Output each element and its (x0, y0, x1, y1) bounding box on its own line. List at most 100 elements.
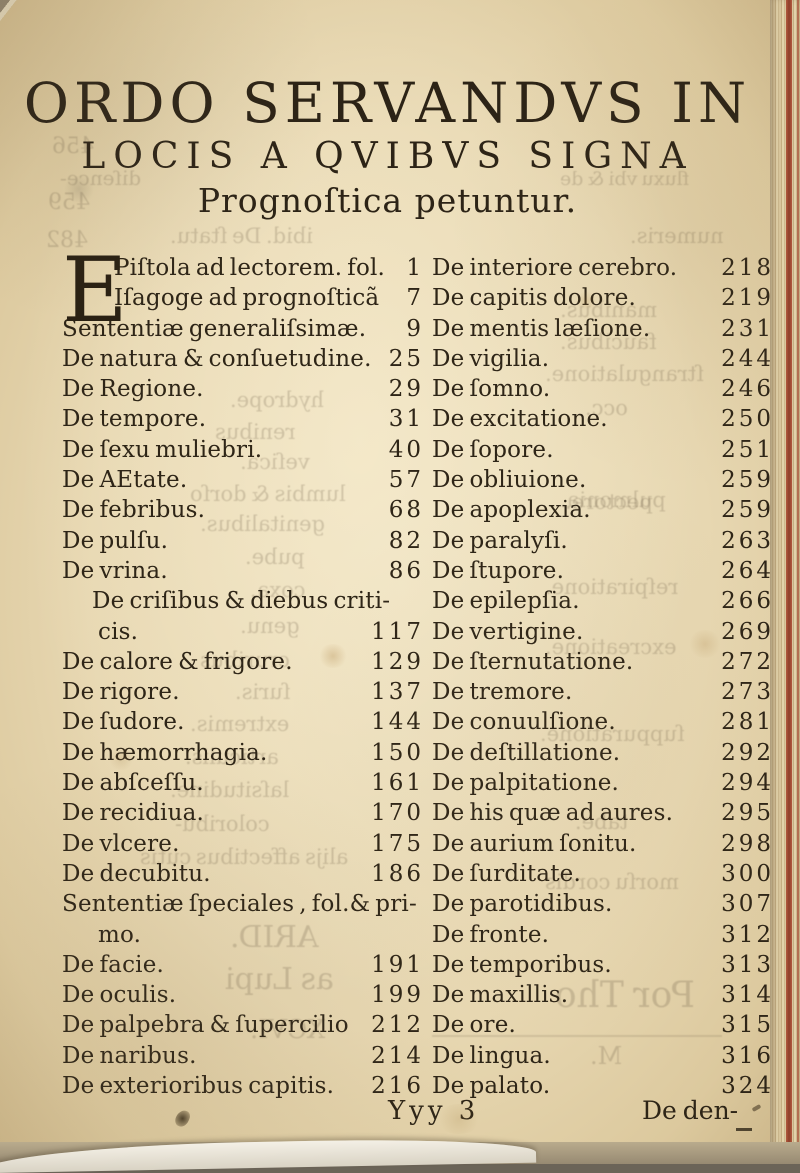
toc-entry: De ſurditate. 300 (432, 861, 774, 891)
entry-label: De ſopore. (432, 436, 554, 463)
entry-label: De ſurditate. (432, 860, 581, 887)
entry-label: De ſexu muliebri. (62, 436, 263, 463)
entry-label: De calore & frigore. (62, 648, 293, 675)
entry-page-number: 315 (721, 1012, 774, 1039)
entry-label: De oculis. (62, 982, 177, 1009)
toc-entry: De vigilia. 244 (432, 346, 774, 376)
toc-entry: De decubitu. 186 (62, 861, 424, 891)
entry-page-number: 31 (388, 406, 424, 433)
toc-entry: De facie. 191 (62, 952, 424, 982)
toc-entry: De abſceſſu. 161 (62, 770, 424, 800)
entry-page-number: 40 (388, 436, 424, 463)
toc-entry: De paralyſi. 263 (432, 528, 774, 558)
toc-entry: De aurium ſonitu. 298 (432, 831, 774, 861)
entry-page-number: 307 (721, 891, 774, 918)
toc-entry: De vrina. 86 (62, 558, 424, 588)
page-heading: ORDO SERVANDVS IN LOCIS A QVIBVS SIGNA P… (0, 74, 775, 222)
toc-entry: De palato. 324 (432, 1073, 774, 1103)
entry-label: De recidiua. (62, 800, 205, 827)
entry-label: De natura & conſuetudine. (62, 345, 372, 372)
entry-label: Iſagoge ad prognoſticã (114, 285, 380, 312)
toc-entry: De interiore cerebro. 218 (432, 255, 774, 285)
toc-entry: De deſtillatione. 292 (432, 740, 774, 770)
entry-page-number: 218 (721, 255, 774, 281)
entry-page-number: 161 (371, 770, 424, 797)
entry-label: De maxillis. (432, 982, 569, 1009)
entry-label: De parotidibus. (432, 891, 613, 918)
entry-label: De vlcere. (62, 830, 180, 857)
entry-label: De AEtate. (62, 467, 188, 494)
entry-page-number: 295 (721, 800, 774, 827)
entry-label: De palpebra & ſupercilio (62, 1012, 349, 1039)
toc-entry: De calore & frigore. 129 (62, 649, 424, 679)
toc-entry: De capitis dolore. 219 (432, 285, 774, 315)
toc-entry: De conuulſione. 281 (432, 709, 774, 739)
toc-entry: Iſagoge ad prognoſticã 7 (62, 285, 424, 315)
entry-label: De ſternutatione. (432, 648, 634, 675)
entry-page-number: 263 (721, 527, 774, 554)
toc-entry: De recidiua. 170 (62, 800, 424, 830)
toc-entry: De exterioribus capitis. 216 (62, 1073, 424, 1103)
title-line-3: Prognoſtica petuntur. (197, 181, 578, 220)
entry-page-number: 292 (721, 739, 774, 766)
table-of-contents: E Piſtola ad lectorem. fol. 1 Iſagoge ad p… (62, 246, 774, 1103)
ink-fleck (751, 1104, 762, 1112)
toc-entry-continuation: mo. (62, 922, 424, 952)
entry-label: De criſibus & diebus criti- (92, 588, 391, 615)
toc-entry: De vertigine. 269 (432, 619, 774, 649)
entry-label: De mentis læſione. (432, 315, 651, 342)
entry-label: De tremore. (432, 679, 573, 706)
fore-edge-red-line (786, 0, 792, 1164)
entry-label: De vertigine. (432, 618, 584, 645)
entry-label: De excitatione. (432, 406, 608, 433)
entry-page-number: 298 (721, 830, 774, 857)
entry-page-number: 312 (721, 921, 774, 948)
entry-label: De temporibus. (432, 951, 612, 978)
entry-label: De aurium ſonitu. (432, 830, 637, 857)
catchword-dash (736, 1128, 752, 1131)
entry-label: Sententiæ generaliſsimæ. (62, 315, 367, 342)
entry-page-number: 25 (388, 345, 424, 372)
toc-entry: De ſudore. 144 (62, 709, 424, 739)
entry-label: De deſtillatione. (432, 739, 621, 766)
toc-left-column: E Piſtola ad lectorem. fol. 1 Iſagoge ad p… (62, 246, 424, 1103)
entry-label: De ſtupore. (432, 557, 565, 584)
toc-entry: Piſtola ad lectorem. fol. 1 (62, 255, 424, 285)
toc-entry: De temporibus. 313 (432, 952, 774, 982)
entry-label: De fronte. (432, 921, 550, 948)
toc-entry: De palpebra & ſupercilio 212 (62, 1012, 424, 1042)
entry-label: De hæmorrhagia. (62, 739, 268, 766)
entry-label: De ſomno. (432, 376, 551, 403)
entry-page-number: 244 (721, 345, 774, 372)
toc-entry: De mentis læſione. 231 (432, 316, 774, 346)
entry-page-number: 214 (371, 1042, 424, 1069)
entry-page-number: 186 (371, 860, 424, 887)
entry-label: De capitis dolore. (432, 285, 637, 312)
entry-label: De ſudore. (62, 709, 185, 736)
ink-blot (173, 1108, 192, 1129)
entry-page-number: 29 (388, 376, 424, 403)
entry-page-number: 273 (721, 679, 774, 706)
entry-label: De vigilia. (432, 345, 550, 372)
entry-page-number: 82 (388, 527, 424, 554)
toc-entry: De ore. 315 (432, 1012, 774, 1042)
toc-entry: De natura & conſuetudine. 25 (62, 346, 424, 376)
toc-entry: De his quæ ad aures. 295 (432, 800, 774, 830)
entry-page-number: 150 (371, 739, 424, 766)
entry-label: De palato. (432, 1073, 551, 1100)
entry-page-number: 266 (721, 588, 774, 615)
bleed-through-text: ibid. De ſtatu. (170, 224, 313, 248)
toc-entry: De maxillis. 314 (432, 982, 774, 1012)
entry-page-number: 300 (721, 860, 774, 887)
entry-label: mo. (98, 921, 142, 948)
entry-label: De palpitatione. (432, 770, 620, 797)
entry-page-number: 272 (721, 648, 774, 675)
toc-entry: De pulſu. 82 (62, 528, 424, 558)
entry-label: Sententiæ ſpeciales , fol.& pri- (62, 891, 417, 918)
toc-entry: De Regione. 29 (62, 376, 424, 406)
toc-entry: De rigore. 137 (62, 679, 424, 709)
entry-page-number: 57 (388, 467, 424, 494)
signature-mark: Yyy 3 (388, 1096, 480, 1126)
entry-page-number: 231 (721, 315, 774, 342)
